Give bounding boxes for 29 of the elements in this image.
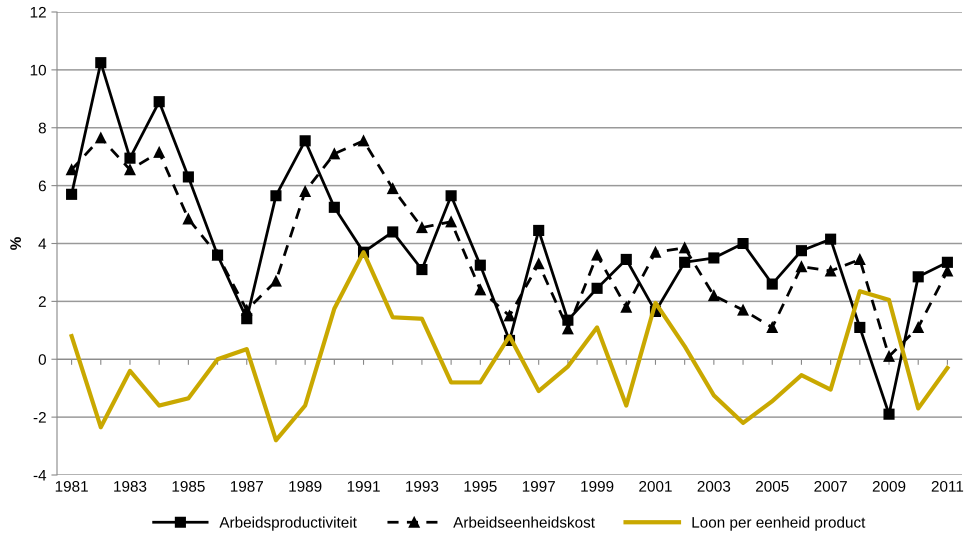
x-tick-label: 2011 <box>932 480 964 492</box>
y-tick-label: 10 <box>30 64 46 76</box>
y-axis-title: % <box>10 237 21 250</box>
x-tick-label: 1989 <box>289 480 322 492</box>
x-tick-label: 1993 <box>406 480 438 492</box>
x-tick-label: 2003 <box>698 480 730 492</box>
legend-label: Arbeidsproductiviteit <box>219 516 357 531</box>
x-tick-label: 1983 <box>114 480 146 492</box>
x-tick-label: 2009 <box>872 480 906 492</box>
y-tick-label: -4 <box>34 470 46 481</box>
y-tick-label: 0 <box>38 354 46 365</box>
x-tick-label: 1987 <box>230 480 263 492</box>
y-tick-label: 2 <box>38 296 46 307</box>
x-tick-label: 1999 <box>581 480 614 492</box>
x-tick-label: 2007 <box>814 480 847 492</box>
x-tick-label: 1997 <box>522 480 555 492</box>
y-tick-label: 8 <box>38 122 46 134</box>
legend-label: Arbeidseenheidskost <box>453 516 595 528</box>
x-tick-label: 1991 <box>348 480 380 492</box>
x-tick-label: 1985 <box>172 480 205 492</box>
y-tick-label: -2 <box>34 412 46 423</box>
x-tick-label: 2001 <box>639 480 672 492</box>
y-tick-label: 12 <box>30 6 46 18</box>
legend-label: Loon per eenheid product <box>692 516 866 531</box>
x-tick-label: 1995 <box>464 480 497 492</box>
x-tick-label: 1981 <box>56 480 88 492</box>
y-tick-label: 4 <box>38 238 46 250</box>
y-tick-label: 6 <box>38 180 46 192</box>
x-tick-label: 2005 <box>756 480 789 492</box>
